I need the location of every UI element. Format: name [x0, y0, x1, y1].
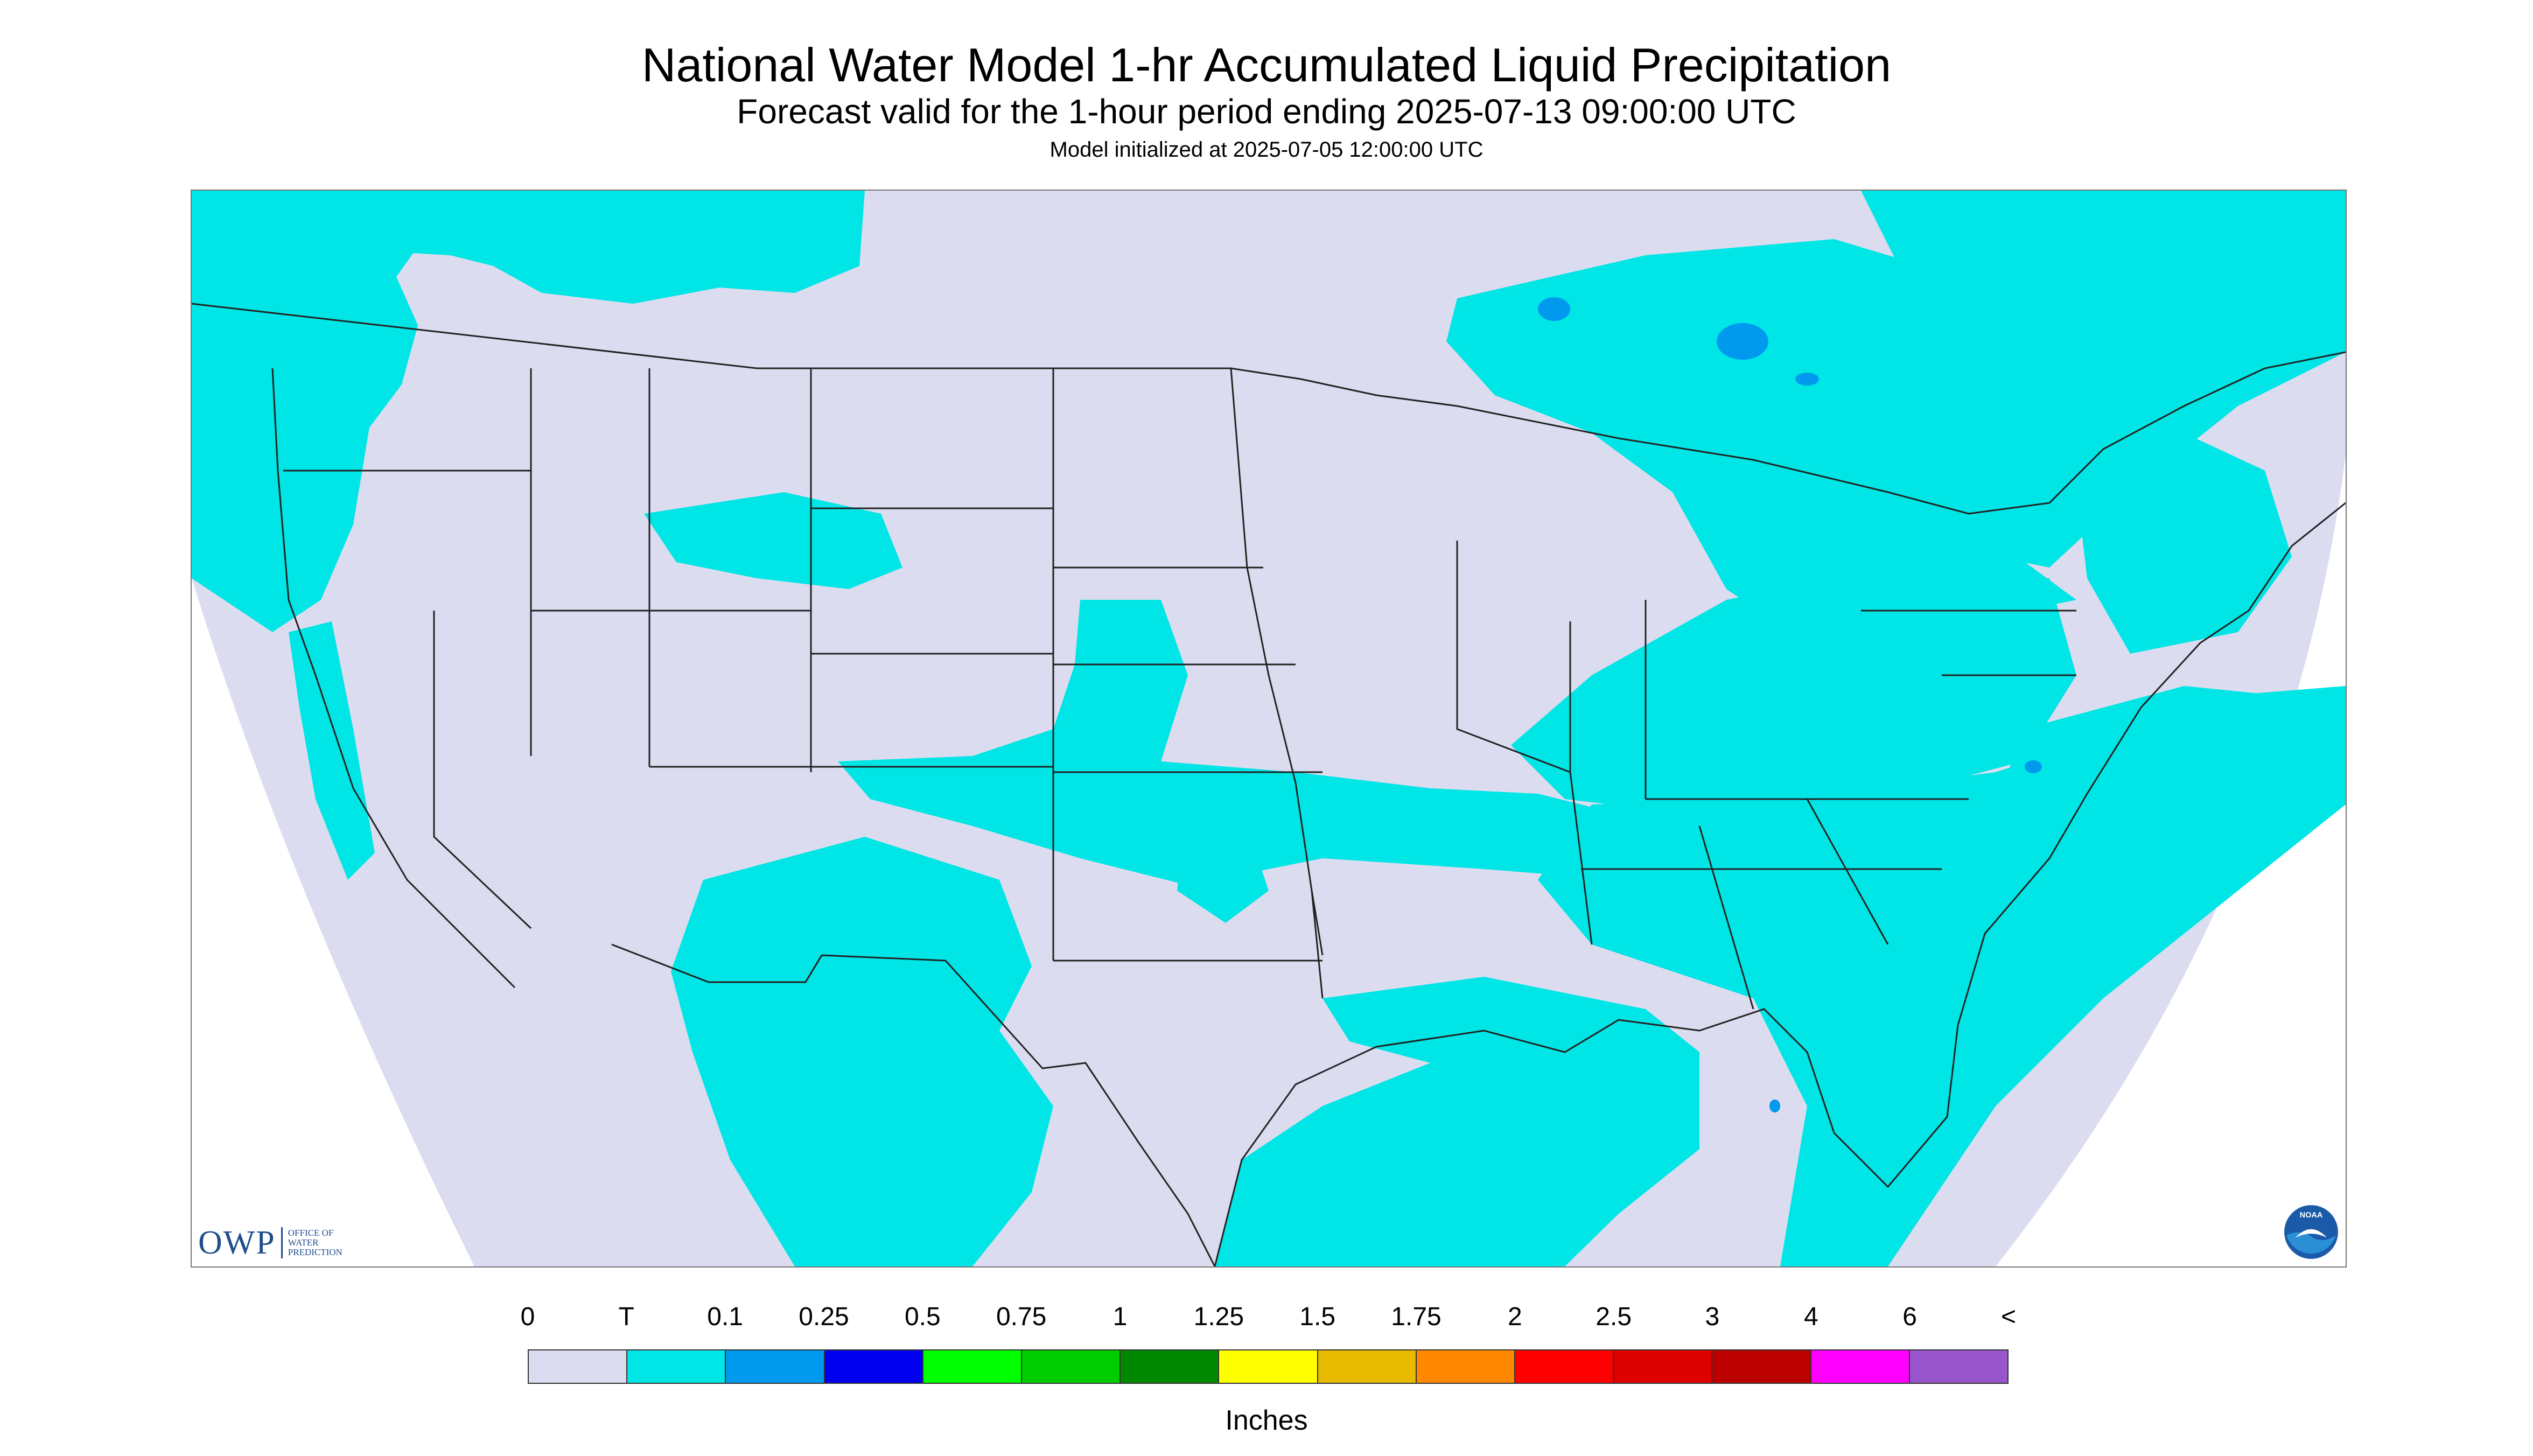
us-canada-border [192, 303, 2346, 515]
owp-logo-divider [281, 1227, 283, 1258]
owp-logo-letters: OWP [198, 1224, 276, 1261]
owp-logo-line: PREDICTION [288, 1247, 342, 1257]
legend-swatch [1515, 1350, 1614, 1383]
precip-area-montana [644, 492, 902, 589]
precip-area-northwest [192, 191, 423, 632]
legend-label: 2 [1507, 1303, 1522, 1331]
legend-swatch [923, 1350, 1023, 1383]
legend-swatch [1318, 1350, 1417, 1383]
precip-area-california-coast [289, 621, 375, 880]
precip-area-gulf [1215, 977, 1699, 1266]
owp-logo: OWP OFFICE OF WATER PREDICTION [198, 1221, 353, 1264]
legend-label: < [2000, 1303, 2017, 1331]
precip-spot [2025, 760, 2042, 773]
noaa-logo-text: NOAA [2300, 1211, 2323, 1220]
legend-label: 1.25 [1193, 1303, 1244, 1331]
precipitation-map [191, 190, 2347, 1268]
state-lines-east [1456, 541, 2076, 1010]
legend-swatch [529, 1350, 628, 1383]
precip-area-new-england [2076, 433, 2292, 654]
legend-label: 1 [1112, 1303, 1128, 1331]
precip-area-idaho-canada [272, 191, 865, 304]
precip-trace-areas [192, 191, 2346, 1266]
noaa-logo-wave [2286, 1232, 2336, 1254]
precip-area-central-plains [838, 600, 1646, 885]
owp-logo-line: OFFICE OF [288, 1228, 334, 1238]
legend-swatch [726, 1350, 825, 1383]
west-coast [271, 368, 516, 989]
precip-area-quebec [1861, 191, 2346, 568]
legend-swatch [1909, 1350, 2008, 1383]
legend-color-bar [528, 1349, 2009, 1384]
owp-logo-line: WATER [288, 1237, 319, 1248]
legend-label: 0.75 [996, 1303, 1047, 1331]
legend-label: 2.5 [1596, 1303, 1632, 1331]
legend-swatch [1416, 1350, 1516, 1383]
legend-label: T [618, 1303, 634, 1331]
precip-spot [1717, 323, 1768, 360]
precip-spot [1769, 1100, 1780, 1112]
legend-swatch [1614, 1350, 1713, 1383]
legend-label: 0.5 [904, 1303, 941, 1331]
legend-swatch [1811, 1350, 1910, 1383]
legend-unit-label: Inches [1225, 1405, 1308, 1436]
legend-label: 6 [1902, 1303, 1918, 1331]
precip-spot [1795, 373, 1819, 386]
legend-label: 0.1 [707, 1303, 744, 1331]
precip-light-spots [1538, 297, 2042, 1112]
precip-area-southwest [671, 837, 1053, 1266]
legend-label: 3 [1705, 1303, 1720, 1331]
legend-swatch [1121, 1350, 1220, 1383]
noaa-logo: NOAA [2284, 1205, 2338, 1259]
state-lines-central [1053, 367, 1324, 999]
model-init-text: Model initialized at 2025-07-05 12:00:00… [1049, 138, 1484, 162]
map-canvas [192, 191, 2346, 1266]
owp-logo-text: OFFICE OF WATER PREDICTION [288, 1228, 353, 1257]
state-lines-west [283, 368, 1054, 961]
legend-label: 0 [520, 1303, 535, 1331]
precip-area-atlantic [1969, 686, 2292, 998]
boundary-lines [192, 303, 2346, 1266]
legend-label: 1.75 [1391, 1303, 1442, 1331]
legend-label: 0.25 [799, 1303, 849, 1331]
legend-swatch [627, 1350, 726, 1383]
map-subtitle: Forecast valid for the 1-hour period end… [737, 92, 1796, 131]
legend-labels: 0 T 0.1 0.25 0.5 0.75 1 1.25 1.5 1.75 2 2.5 3 4 6 < [0, 1302, 2533, 1334]
precip-area-texas-patch [1177, 826, 1269, 923]
gulf-coast [1214, 1008, 1959, 1266]
east-coast [1957, 502, 2346, 1026]
legend-swatch [824, 1350, 923, 1383]
us-mexico-border [611, 943, 1216, 1266]
legend-swatch [1219, 1350, 1318, 1383]
legend-label: 1.5 [1299, 1303, 1336, 1331]
precip-area-ohio-valley [1511, 568, 2076, 815]
noaa-logo-bird [2295, 1229, 2327, 1238]
precip-spot [1538, 297, 1570, 321]
legend-label: 4 [1803, 1303, 1818, 1331]
legend-swatch [1022, 1350, 1121, 1383]
legend-swatch [1712, 1350, 1811, 1383]
map-title: National Water Model 1-hr Accumulated Li… [641, 38, 1892, 92]
